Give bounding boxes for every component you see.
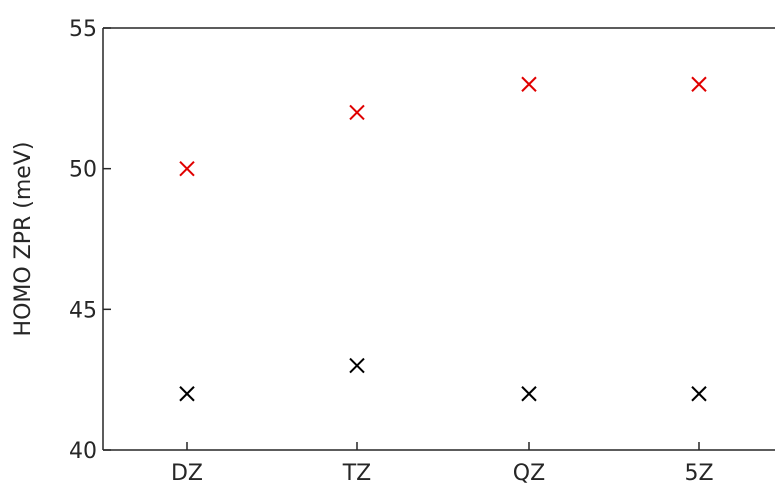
x-ticks: DZ TZ QZ 5Z (171, 442, 714, 486)
x-tick-label: DZ (171, 461, 203, 486)
y-tick-label: 55 (69, 17, 97, 42)
data-point-marker (349, 104, 365, 121)
data-point-marker (521, 76, 537, 92)
y-tick-label: 50 (69, 158, 97, 183)
y-axis-label: HOMO ZPR (meV) (11, 142, 36, 337)
data-point-marker (521, 386, 537, 402)
x-tick-label: QZ (513, 461, 545, 486)
data-point-marker (179, 386, 195, 402)
y-ticks: 40 45 50 55 (69, 17, 111, 464)
data-point-marker (349, 357, 365, 374)
data-point-marker (179, 160, 195, 177)
data-marks (179, 76, 707, 402)
y-tick-label: 40 (69, 439, 97, 464)
x-tick-label: 5Z (684, 461, 713, 486)
y-tick-label: 45 (69, 298, 97, 323)
data-point-marker (691, 76, 707, 92)
axes-frame (102, 27, 775, 451)
x-tick-label: TZ (342, 461, 372, 486)
data-point-marker (691, 386, 707, 402)
